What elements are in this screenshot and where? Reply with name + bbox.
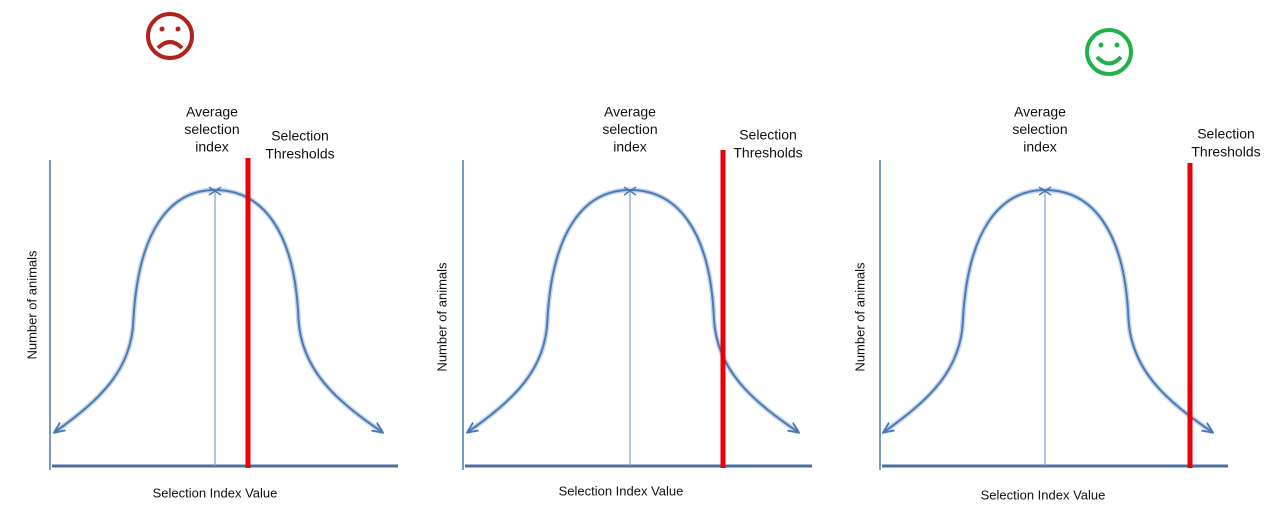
average-label: selection bbox=[602, 121, 657, 137]
threshold-label: Selection bbox=[271, 128, 329, 144]
sad-face bbox=[146, 12, 194, 60]
x-axis-label: Selection Index Value bbox=[559, 483, 684, 498]
threshold-label: Selection bbox=[739, 127, 797, 143]
bell-curve bbox=[884, 188, 1212, 432]
threshold-label: Thresholds bbox=[733, 145, 802, 161]
threshold-label: Thresholds bbox=[265, 146, 334, 162]
happy-face bbox=[1085, 28, 1133, 76]
bell-curve-outline bbox=[466, 187, 800, 435]
average-label: Average bbox=[186, 104, 238, 120]
average-label: Average bbox=[1014, 104, 1066, 120]
average-label: Average bbox=[604, 104, 656, 120]
y-axis-label: Number of animals bbox=[434, 262, 449, 372]
threshold-label: Selection bbox=[1197, 126, 1255, 142]
peak-arrows bbox=[623, 186, 637, 196]
x-axis-label: Selection Index Value bbox=[981, 487, 1106, 502]
bell-curve bbox=[55, 188, 382, 432]
threshold-label: Thresholds bbox=[1191, 144, 1260, 160]
y-axis-label: Number of animals bbox=[852, 262, 867, 372]
average-label: index bbox=[195, 139, 228, 155]
average-label: selection bbox=[184, 121, 239, 137]
x-axis-label: Selection Index Value bbox=[153, 485, 278, 500]
y-axis-label: Number of animals bbox=[24, 250, 39, 360]
average-label: index bbox=[1023, 139, 1056, 155]
bell-curve-outline bbox=[53, 187, 384, 435]
average-label: selection bbox=[1012, 121, 1067, 137]
peak-arrows bbox=[1038, 186, 1052, 196]
peak-arrows bbox=[208, 186, 222, 196]
bell-curve-outline bbox=[882, 187, 1214, 435]
average-label: index bbox=[613, 139, 646, 155]
